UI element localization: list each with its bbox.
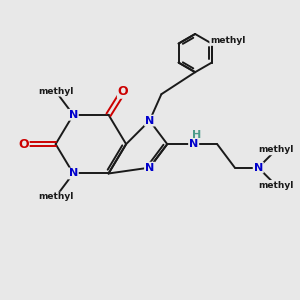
Text: methyl: methyl	[38, 87, 73, 96]
Text: N: N	[69, 110, 78, 120]
Text: H: H	[192, 130, 201, 140]
Text: O: O	[18, 138, 28, 151]
Text: methyl: methyl	[258, 181, 294, 190]
Text: O: O	[118, 85, 128, 98]
Text: N: N	[145, 116, 154, 126]
Text: N: N	[69, 169, 78, 178]
Text: N: N	[189, 139, 198, 149]
Text: methyl: methyl	[210, 36, 245, 45]
Text: methyl: methyl	[38, 193, 73, 202]
Text: methyl: methyl	[258, 146, 294, 154]
Text: N: N	[254, 163, 263, 172]
Text: N: N	[145, 163, 154, 172]
